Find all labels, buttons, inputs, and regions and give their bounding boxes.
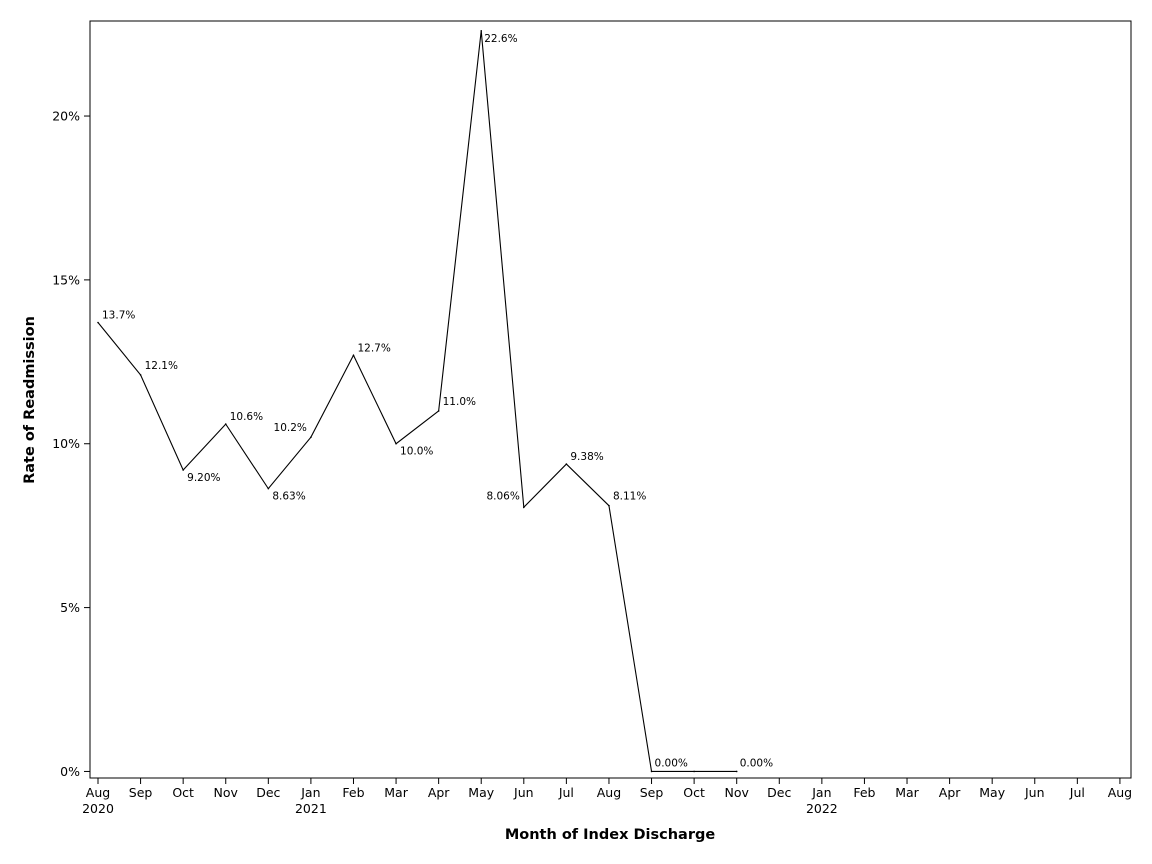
y-tick-label: 15% <box>52 272 80 287</box>
x-tick-label: Mar <box>895 785 919 800</box>
data-point <box>182 469 184 471</box>
data-label: 10.0% <box>400 446 433 458</box>
data-label: 12.1% <box>145 360 178 372</box>
data-point <box>352 354 355 357</box>
x-tick-label: Apr <box>428 785 450 800</box>
data-point <box>480 30 483 32</box>
series-layer <box>97 30 738 773</box>
x-tick-year-label: 2022 <box>806 801 838 816</box>
x-tick-label: Nov <box>724 785 749 800</box>
data-point <box>523 506 525 509</box>
data-label: 8.11% <box>613 491 646 503</box>
y-tick-label: 5% <box>60 600 80 615</box>
x-tick-label: Mar <box>384 785 408 800</box>
data-labels: 13.7% 12.1% 9.20% 10.6% 8.63% 10.2% 12.7% 10.0%… <box>102 33 773 770</box>
x-tick-label: Dec <box>256 785 280 800</box>
data-point <box>224 423 227 425</box>
series-line <box>97 30 737 772</box>
x-tick-label: Jan <box>811 785 831 800</box>
data-label: 10.6% <box>230 411 263 423</box>
data-label: 8.63% <box>272 491 305 503</box>
x-tick-label: May <box>468 785 494 800</box>
x-tick-label: Nov <box>214 785 239 800</box>
data-label: 0.00% <box>740 757 773 769</box>
data-label: 10.2% <box>274 422 307 434</box>
x-tick-label: Feb <box>853 785 875 800</box>
x-tick-label: Jul <box>1069 785 1085 800</box>
x-tick-label: Aug <box>1108 785 1132 800</box>
data-label: 0.00% <box>655 757 688 769</box>
data-point <box>735 770 738 773</box>
data-point <box>693 770 695 773</box>
data-point <box>437 410 440 412</box>
data-point <box>650 770 653 773</box>
x-tick-label: Apr <box>939 785 961 800</box>
x-tick-label: Jun <box>513 785 534 800</box>
data-label: 11.0% <box>443 396 476 408</box>
y-tick-label: 0% <box>60 764 80 779</box>
y-tick-label: 10% <box>52 436 80 451</box>
data-label: 9.20% <box>187 472 220 484</box>
x-tick-label: Sep <box>640 785 664 800</box>
x-tick-label: Jan <box>300 785 320 800</box>
plot-frame <box>89 20 1132 779</box>
x-tick-label: Feb <box>342 785 364 800</box>
x-tick-year-label: 2020 <box>82 801 114 816</box>
x-tick-label: Oct <box>683 785 705 800</box>
data-label: 9.38% <box>570 451 603 463</box>
x-axis-title: Month of Index Discharge <box>505 827 716 843</box>
data-point <box>395 442 397 445</box>
data-point <box>267 487 270 490</box>
data-label: 12.7% <box>357 342 390 354</box>
x-tick-label: Dec <box>767 785 791 800</box>
x-tick-year-label: 2021 <box>295 801 327 816</box>
data-point <box>608 504 610 507</box>
x-tick-label: Jun <box>1024 785 1045 800</box>
y-axis: 0% 5% 10% 15% 20% <box>52 109 90 779</box>
data-point <box>97 321 99 324</box>
data-label: 8.06% <box>486 490 519 502</box>
x-tick-label: Jul <box>558 785 574 800</box>
data-point <box>310 436 312 438</box>
x-tick-label: Aug <box>597 785 621 800</box>
data-label: 13.7% <box>102 309 135 321</box>
y-tick-label: 20% <box>52 109 80 124</box>
data-label: 22.6% <box>484 33 517 45</box>
data-point <box>565 463 568 465</box>
x-tick-label: May <box>979 785 1005 800</box>
data-point <box>139 374 142 376</box>
x-tick-label: Sep <box>129 785 153 800</box>
y-axis-title: Rate of Readmission <box>22 316 38 484</box>
x-tick-label: Oct <box>172 785 194 800</box>
x-tick-label: Aug <box>86 785 110 800</box>
